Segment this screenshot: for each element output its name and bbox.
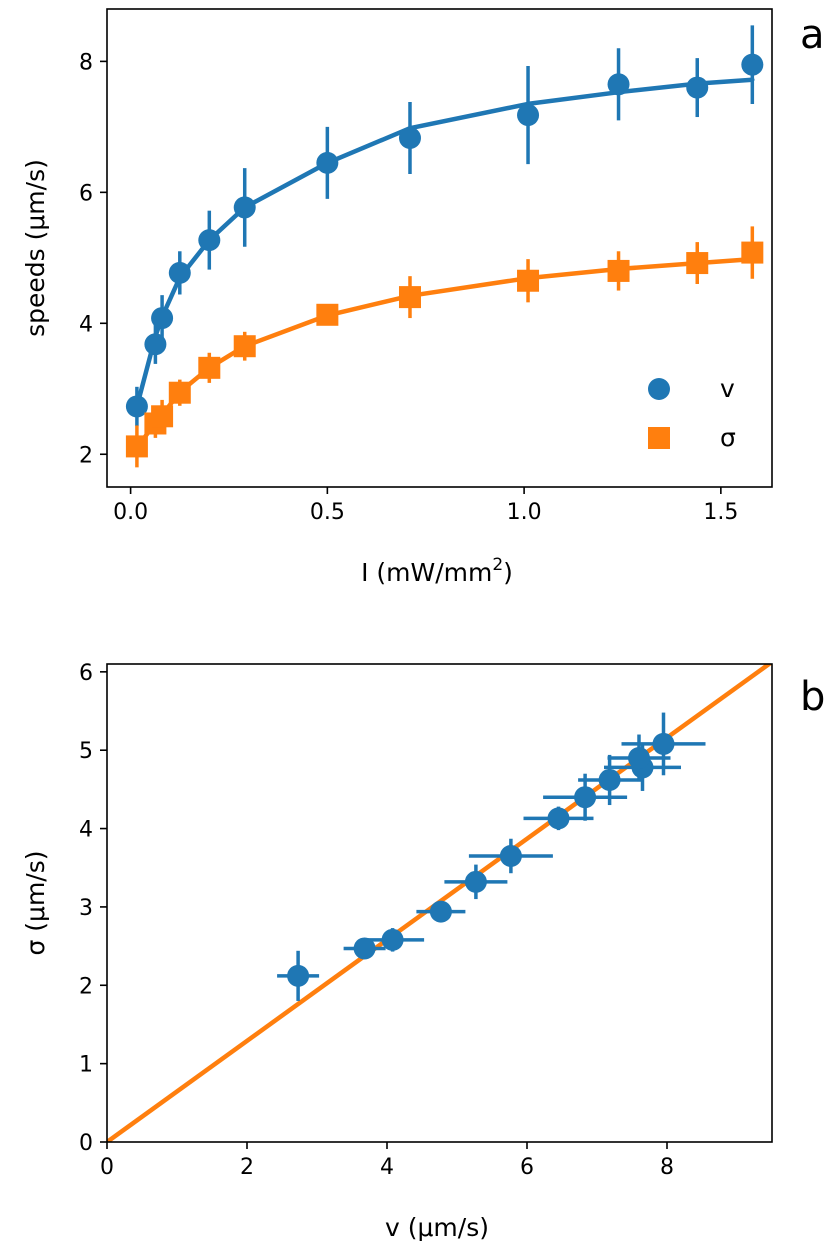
panel-b-point [652, 732, 675, 755]
panel-a-v-point [517, 104, 540, 127]
legend-v-label: v [720, 374, 735, 403]
panel-b-ytick-label: 4 [79, 818, 93, 843]
panel-a: 0.0 0.5 1.0 1.5 2 4 6 8 a I (mW/mm2) speeds (μm… [21, 8, 825, 587]
panel-a-sigma-point [398, 286, 421, 309]
panel-b-ytick-label: 5 [79, 739, 93, 764]
panel-b-ticks: 0 2 4 6 8 0 1 2 3 4 5 6 [79, 661, 674, 1180]
panel-a-sigma-point [168, 381, 191, 404]
panel-a-sigma-point [607, 259, 630, 282]
panel-b-point [464, 870, 487, 893]
panel-b-point [598, 768, 621, 791]
panel-a-ytick-label: 8 [79, 50, 93, 75]
panel-a-sigma-point [198, 356, 221, 379]
panel-a-data [125, 25, 764, 468]
panel-b-ylabel: σ (μm/s) [21, 850, 50, 955]
panel-a-ticks: 0.0 0.5 1.0 1.5 2 4 6 8 [79, 50, 738, 525]
legend-v-marker [648, 378, 670, 400]
panel-b-point [287, 964, 310, 987]
panel-a-sigma-point [125, 435, 148, 458]
panel-a-v-point [144, 333, 167, 356]
panel-a-xlabel: I (mW/mm2) [361, 555, 513, 587]
panel-a-v-point [686, 76, 709, 99]
panel-b-xtick-label: 4 [380, 1155, 394, 1180]
panel-b-xtick-label: 6 [520, 1155, 534, 1180]
panel-b-ytick-label: 1 [79, 1053, 93, 1078]
legend-sigma-marker [648, 427, 670, 449]
panel-b-point [353, 937, 376, 960]
panel-a-v-point [125, 395, 148, 418]
panel-a-v-point [168, 261, 191, 284]
panel-a-v-point [398, 126, 421, 149]
panel-b-xtick-label: 0 [100, 1155, 114, 1180]
panel-a-sigma-fit-line [134, 256, 755, 450]
panel-b-point [429, 900, 452, 923]
panel-a-sigma-point [233, 335, 256, 358]
panel-a-xtick-label: 1.0 [507, 500, 542, 525]
legend: v σ [648, 374, 736, 452]
panel-a-xtick-label: 0.5 [310, 500, 345, 525]
panel-b-point [628, 747, 650, 770]
panel-a-v-point [151, 307, 174, 330]
panel-a-xtick-label: 0.0 [113, 500, 148, 525]
panel-b-axes-frame [106, 663, 773, 1143]
panel-b-ytick-label: 2 [79, 974, 93, 999]
panel-a-v-point [233, 196, 256, 219]
panel-b-ytick-label: 0 [79, 1131, 93, 1156]
legend-sigma-label: σ [720, 423, 736, 452]
panel-b-point [547, 807, 570, 830]
panel-b-xtick-label: 2 [240, 1155, 254, 1180]
panel-a-v-point [198, 229, 221, 252]
panel-a-ytick-label: 2 [79, 443, 93, 468]
panel-b-ytick-label: 6 [79, 661, 93, 686]
panel-a-v-point [741, 53, 764, 76]
panel-a-letter: a [800, 12, 825, 58]
panel-a-axes-frame [106, 8, 773, 488]
panel-a-ytick-label: 4 [79, 312, 93, 337]
panel-b-point [499, 844, 522, 867]
panel-a-ytick-label: 6 [79, 181, 93, 206]
panel-a-v-point [607, 73, 630, 96]
panel-b-data [107, 664, 772, 1142]
panel-a-sigma-point [316, 303, 339, 326]
panel-a-v-point [316, 151, 339, 174]
panel-a-sigma-point [517, 269, 540, 292]
panel-a-xtick-label: 1.5 [703, 500, 738, 525]
panel-b-xtick-label: 8 [660, 1155, 674, 1180]
panel-b-xlabel: v (μm/s) [385, 1213, 489, 1242]
panel-b-ytick-label: 3 [79, 896, 93, 921]
panel-a-sigma-point [686, 252, 709, 275]
panel-a-sigma-point [151, 405, 174, 428]
panel-a-sigma-point [741, 241, 764, 264]
panel-b: 0 2 4 6 8 0 1 2 3 4 5 6 b v (μm/s) σ (μm/s) [21, 661, 825, 1242]
panel-a-ylabel: speeds (μm/s) [21, 159, 50, 337]
panel-b-point [574, 786, 597, 809]
panel-b-letter: b [800, 674, 825, 720]
panel-b-point [381, 928, 404, 951]
